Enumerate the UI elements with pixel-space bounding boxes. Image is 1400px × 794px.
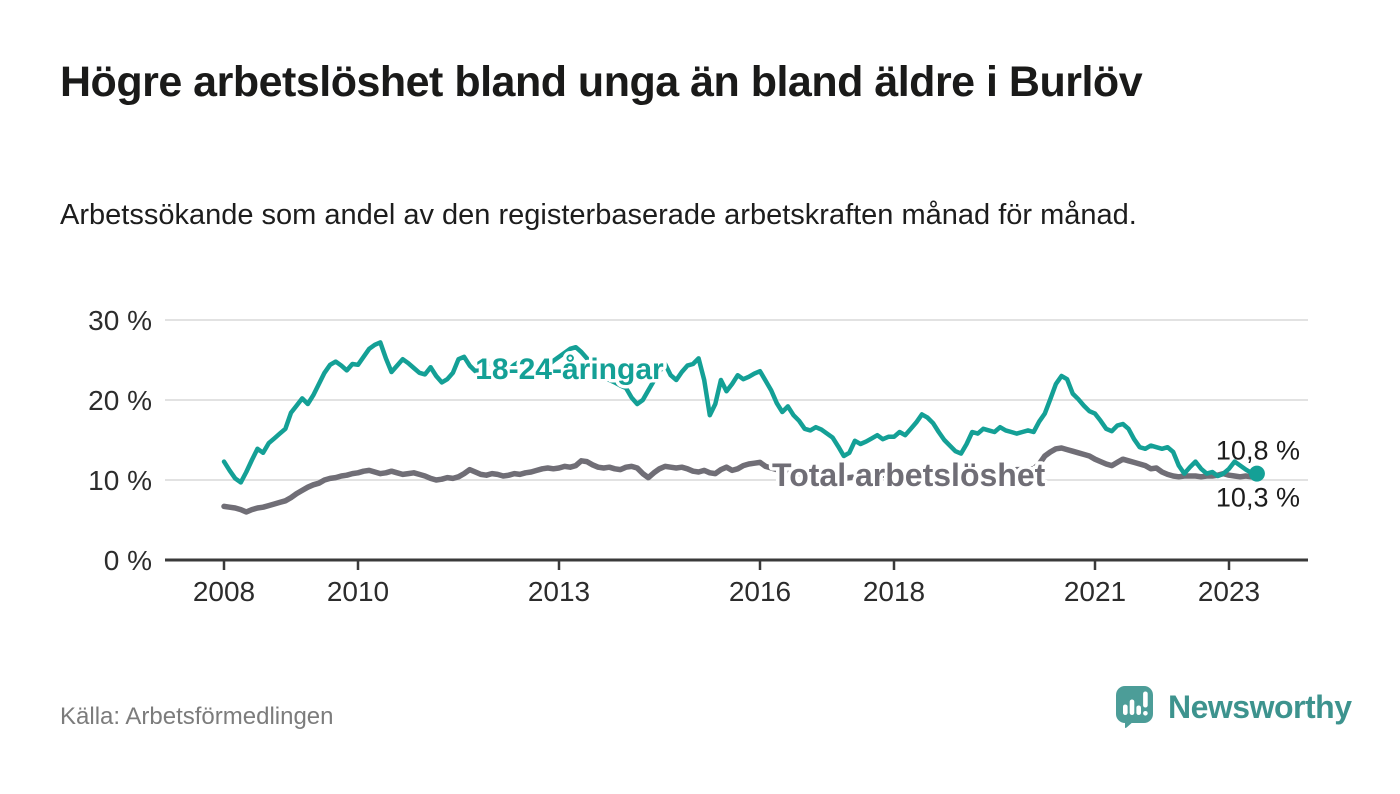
chart-subtitle: Arbetssökande som andel av den registerb… [60, 199, 1137, 231]
x-axis-tick-label: 2018 [863, 576, 925, 607]
x-axis-tick-label: 2016 [729, 576, 791, 607]
y-axis-tick-label: 0 % [104, 545, 152, 576]
x-axis-tick-label: 2021 [1064, 576, 1126, 607]
source-note: Källa: Arbetsförmedlingen [60, 703, 334, 730]
brand-name: Newsworthy [1168, 688, 1352, 725]
total-end-value-label: 10,3 % [1216, 483, 1300, 513]
total-series-line [221, 445, 1260, 515]
chart-title: Högre arbetslöshet bland unga än bland ä… [60, 58, 1143, 106]
total-series-label: Total arbetslöshet [772, 457, 1046, 493]
speech-bubble-bar-chart-icon [1116, 686, 1153, 729]
y-axis-tick-label: 30 % [88, 305, 152, 336]
x-axis-tick-label: 2023 [1198, 576, 1260, 607]
youth-series-line [221, 340, 1260, 485]
x-axis-tick-label: 2010 [327, 576, 389, 607]
y-axis-tick-label: 20 % [88, 385, 152, 416]
youth-end-value-label: 10,8 % [1216, 436, 1300, 466]
youth-series-label: 18-24-åringar [475, 353, 664, 386]
x-axis-tick-label: 2013 [528, 576, 590, 607]
brand-logo: Newsworthy [1115, 685, 1352, 729]
youth-end-dot [1248, 465, 1265, 482]
y-axis-tick-label: 10 % [88, 465, 152, 496]
x-axis-tick-label: 2008 [193, 576, 255, 607]
